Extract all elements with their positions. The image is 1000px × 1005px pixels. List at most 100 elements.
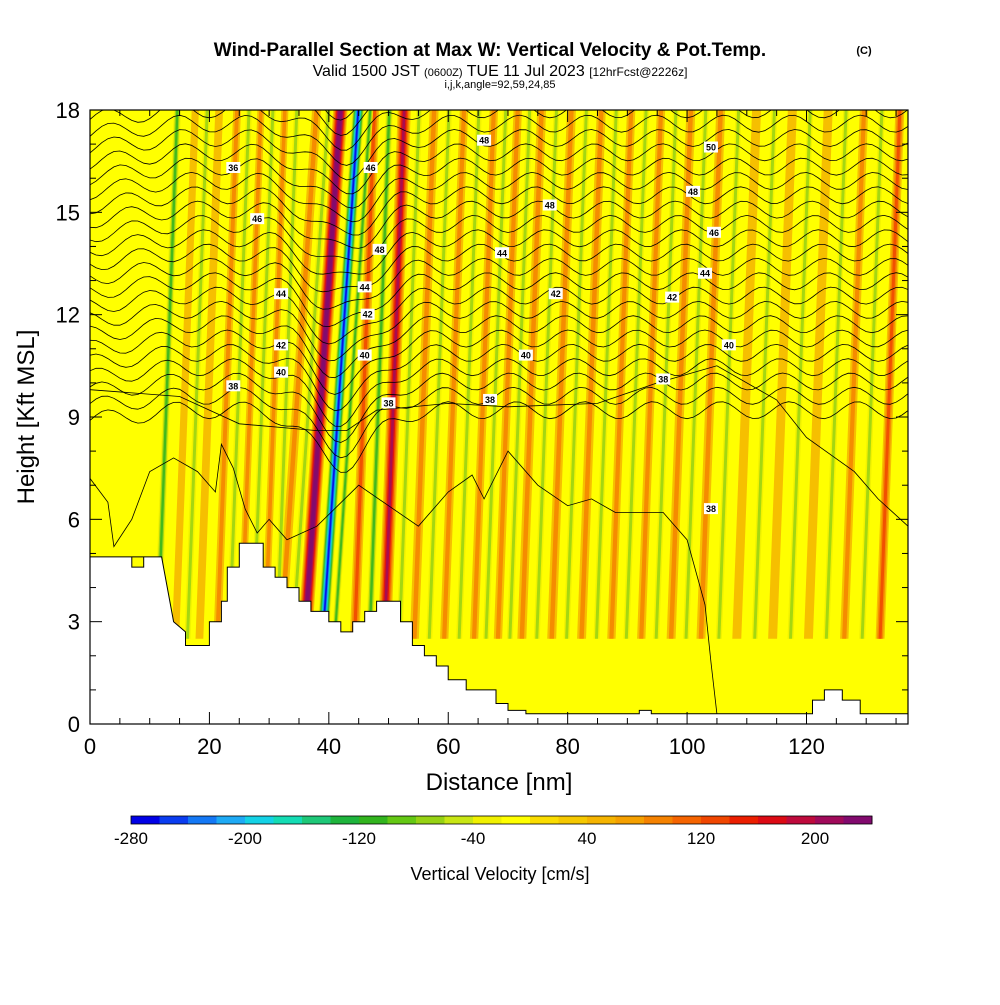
contour-label-text: 36 xyxy=(228,163,238,173)
colorbar-swatch xyxy=(729,816,759,824)
x-tick-label: 0 xyxy=(84,734,96,759)
updraft-column xyxy=(471,110,496,639)
contour-label-text: 42 xyxy=(363,310,373,320)
theta-contour-line xyxy=(90,343,908,412)
theta-contour-line xyxy=(90,229,908,275)
colorbar-swatch xyxy=(387,816,417,824)
downdraft-column xyxy=(824,110,848,639)
theta-contour-label: 44 xyxy=(357,281,372,293)
label-backdrop xyxy=(703,503,718,515)
theta-contour-label: 42 xyxy=(274,339,289,351)
colorbar-tick-label: -40 xyxy=(461,829,486,848)
theta-contour-line xyxy=(90,171,908,223)
colorbar-swatch xyxy=(615,816,645,824)
theta-contour-label: 38 xyxy=(381,397,396,409)
theta-contour-label: 40 xyxy=(357,349,372,361)
updraft-column xyxy=(878,110,902,639)
downdraft-column xyxy=(594,110,618,639)
colorbar-swatch xyxy=(188,816,217,824)
contour-label-text: 40 xyxy=(360,351,370,361)
updraft-column xyxy=(519,110,544,639)
theta-contour-line xyxy=(90,315,908,379)
contour-label-text: 44 xyxy=(700,269,710,279)
theta-contour-line xyxy=(90,386,908,459)
downdraft-column xyxy=(368,110,391,639)
downdraft-column xyxy=(291,110,330,639)
y-tick-label: 9 xyxy=(68,405,80,430)
theta-contour-label: 36 xyxy=(226,161,241,173)
theta-contour-line xyxy=(90,401,908,473)
contour-label-text: 46 xyxy=(252,214,262,224)
downdraft-column xyxy=(185,110,209,639)
theta-contour-label: 48 xyxy=(372,243,387,255)
contour-label-text: 40 xyxy=(521,351,531,361)
colorbar-swatch xyxy=(501,816,531,824)
contour-label-text: 46 xyxy=(366,163,376,173)
label-backdrop xyxy=(665,291,680,303)
updraft-column xyxy=(215,110,240,639)
theta-contour-line xyxy=(90,365,908,527)
label-backdrop xyxy=(372,243,387,255)
contour-label-text: 44 xyxy=(497,248,507,258)
colorbar-swatch xyxy=(530,816,559,824)
subtitle-forecast: [12hrFcst@2226z] xyxy=(589,65,687,79)
x-tick-label: 100 xyxy=(669,734,706,759)
contour-label-text: 46 xyxy=(709,228,719,238)
theta-contour-line xyxy=(90,257,908,310)
label-backdrop xyxy=(483,393,498,405)
contour-label-text: 48 xyxy=(375,245,385,255)
colorbar-swatch xyxy=(843,816,873,824)
contour-label-text: 40 xyxy=(724,340,734,350)
downdraft-column xyxy=(427,110,451,639)
downdraft-column xyxy=(565,110,588,639)
theta-contour-label: 42 xyxy=(360,308,375,320)
label-backdrop xyxy=(274,339,289,351)
colorbar-tick-label: 120 xyxy=(687,829,715,848)
theta-contour-line xyxy=(90,286,908,345)
downdraft-column xyxy=(333,110,372,639)
colorbar-swatch xyxy=(558,816,588,824)
colorbar-tick-label: -280 xyxy=(114,829,148,848)
theta-contour-label: 38 xyxy=(483,393,498,405)
updraft-column xyxy=(278,110,319,639)
theta-contour-line xyxy=(90,143,908,195)
theta-contour-line xyxy=(90,214,908,262)
colorbar: -280 -200 -120 -40 40 120 200 xyxy=(114,815,873,848)
contour-label-text: 44 xyxy=(276,289,286,299)
subtitle-valid-time: Valid 1500 JST xyxy=(313,63,421,80)
theta-contour-line xyxy=(90,372,908,443)
plot-area: 36 46 48 50 46 48 48 46 48 44 44 44 44 42 42 42 42 40 40 40… xyxy=(90,110,908,724)
label-backdrop xyxy=(518,349,533,361)
y-tick-label: 15 xyxy=(56,200,80,225)
y-tick-label: 3 xyxy=(68,610,80,635)
theta-contour-label: 46 xyxy=(706,226,721,238)
updraft-column xyxy=(668,110,694,639)
theta-contour-line xyxy=(90,442,718,714)
colorbar-swatch xyxy=(330,816,360,824)
label-backdrop xyxy=(477,134,492,146)
theta-contour-label: 48 xyxy=(477,134,492,146)
colorbar-swatch xyxy=(644,816,673,824)
updraft-column xyxy=(171,110,199,639)
colorbar-tick-label: -120 xyxy=(342,829,376,848)
colorbar-swatch xyxy=(473,816,502,824)
theta-contour-line xyxy=(90,114,908,166)
theta-contour-line xyxy=(90,129,908,181)
theta-contour-label: 44 xyxy=(494,247,509,259)
label-backdrop xyxy=(706,226,721,238)
updraft-column xyxy=(442,110,467,639)
theta-contour-label: 48 xyxy=(686,185,701,197)
contour-label-text: 38 xyxy=(706,504,716,514)
contour-label-text: 38 xyxy=(485,395,495,405)
colorbar-swatch xyxy=(416,816,445,824)
theta-contour-labels: 36 46 48 50 46 48 48 46 48 44 44 44 44 42 42 42 42 40 40 40… xyxy=(226,134,736,515)
contour-label-text: 42 xyxy=(551,289,561,299)
theta-contours xyxy=(90,110,908,714)
updraft-column xyxy=(732,110,762,639)
colorbar-swatch xyxy=(245,816,274,824)
label-backdrop xyxy=(357,349,372,361)
y-tick-label: 18 xyxy=(56,98,80,123)
x-tick-label: 60 xyxy=(436,734,460,759)
theta-contour-line xyxy=(90,300,908,362)
